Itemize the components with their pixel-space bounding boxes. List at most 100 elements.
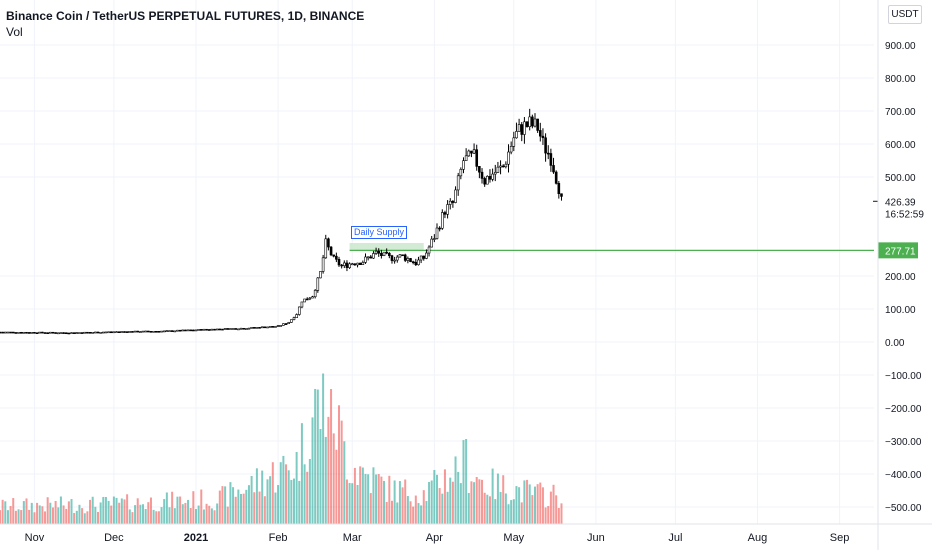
volume-bar <box>552 484 555 524</box>
volume-bar <box>303 464 306 524</box>
volume-bar <box>528 484 531 524</box>
candle-body <box>319 271 322 279</box>
volume-bar <box>380 476 383 524</box>
volume-bar <box>372 467 375 524</box>
time-tick-label: 2021 <box>184 532 208 544</box>
volume-bar <box>202 509 205 524</box>
volume-bar <box>473 482 476 524</box>
candle-body <box>17 332 20 334</box>
volume-bar <box>234 496 237 524</box>
candle-body <box>509 146 513 153</box>
volume-bar <box>443 469 446 524</box>
volume-bar <box>502 475 505 524</box>
level-price-label: 277.71 <box>885 246 916 257</box>
candle-body <box>67 332 71 335</box>
volume-bar <box>449 477 452 524</box>
candle-body <box>176 329 179 332</box>
candle-body <box>520 124 524 135</box>
candle-body <box>438 227 441 230</box>
candle-body <box>131 331 134 333</box>
volume-bar <box>38 505 41 524</box>
candle-body <box>258 327 261 329</box>
candle-body <box>199 329 203 331</box>
volume-bar <box>165 492 168 524</box>
candle-body <box>35 332 39 334</box>
price-tick-label: 200.00 <box>885 272 916 283</box>
candle-body <box>242 327 245 330</box>
candle-body <box>493 172 497 175</box>
volume-bar <box>6 510 9 524</box>
candle-body <box>311 296 314 299</box>
volume-bar <box>126 494 129 524</box>
candle-body <box>414 261 418 266</box>
volume-bar <box>237 489 240 524</box>
volume-bar <box>549 491 552 524</box>
symbol-title[interactable]: Binance Coin / TetherUS PERPETUAL FUTURE… <box>6 9 365 23</box>
volume-bar <box>73 513 76 524</box>
candle-body <box>255 327 259 329</box>
volume-bar <box>210 508 213 524</box>
price-tick-label: 700.00 <box>885 107 916 118</box>
volume-bar <box>512 499 515 524</box>
volume-bar <box>192 491 195 524</box>
volume-bar <box>520 502 523 524</box>
volume-bar <box>308 459 311 524</box>
volume-bar <box>409 501 412 524</box>
candle-body <box>356 262 359 266</box>
volume-bar <box>12 498 15 524</box>
time-tick-label: Feb <box>269 532 288 544</box>
candle-body <box>282 323 285 326</box>
volume-bar <box>338 405 341 524</box>
volume-bar <box>510 500 513 524</box>
volume-bar <box>200 489 203 524</box>
candle-body <box>215 328 219 331</box>
time-tick-label: Dec <box>104 532 124 544</box>
volume-bar <box>369 493 372 524</box>
candle-body <box>546 152 550 155</box>
price-tick-label: −500.00 <box>885 503 922 514</box>
candle-body <box>139 331 142 333</box>
candle-body <box>0 331 2 334</box>
volume-bar <box>232 487 235 524</box>
volume-bar <box>311 417 314 524</box>
volume-bar <box>433 470 436 524</box>
volume-bar <box>414 495 417 524</box>
candle-body <box>86 331 89 334</box>
volume-bar <box>4 501 7 524</box>
daily-supply-label[interactable]: Daily Supply <box>351 226 408 239</box>
candle-body <box>464 155 468 161</box>
volume-indicator-label[interactable]: Vol <box>6 25 23 39</box>
candle-body <box>231 328 235 330</box>
candle-body <box>162 330 166 333</box>
volume-bar <box>555 495 558 524</box>
volume-bar <box>438 488 441 524</box>
volume-bar <box>194 509 197 524</box>
candle-body <box>501 165 505 168</box>
price-tick-label: 100.00 <box>885 305 916 316</box>
volume-bar <box>242 493 245 524</box>
volume-bar <box>322 373 325 524</box>
candle-body <box>454 189 457 203</box>
candle-body <box>395 256 399 261</box>
candle-body <box>398 254 402 258</box>
candle-body <box>470 150 473 154</box>
volume-bar <box>213 510 216 524</box>
volume-bar <box>412 506 415 524</box>
volume-bar <box>163 499 166 524</box>
volume-bar <box>226 506 229 524</box>
candle-body <box>194 329 198 332</box>
volume-bar <box>306 471 309 524</box>
candle-body <box>72 332 76 334</box>
candle-body <box>181 329 185 332</box>
volume-bar <box>375 474 378 524</box>
volume-bar <box>422 490 425 524</box>
candle-body <box>120 331 124 333</box>
volume-bar <box>20 510 23 524</box>
price-tick-label: −200.00 <box>885 404 922 415</box>
candle-body <box>223 328 227 330</box>
currency-button[interactable]: USDT <box>888 5 922 24</box>
volume-bar <box>110 505 113 524</box>
volume-bar <box>255 468 258 524</box>
